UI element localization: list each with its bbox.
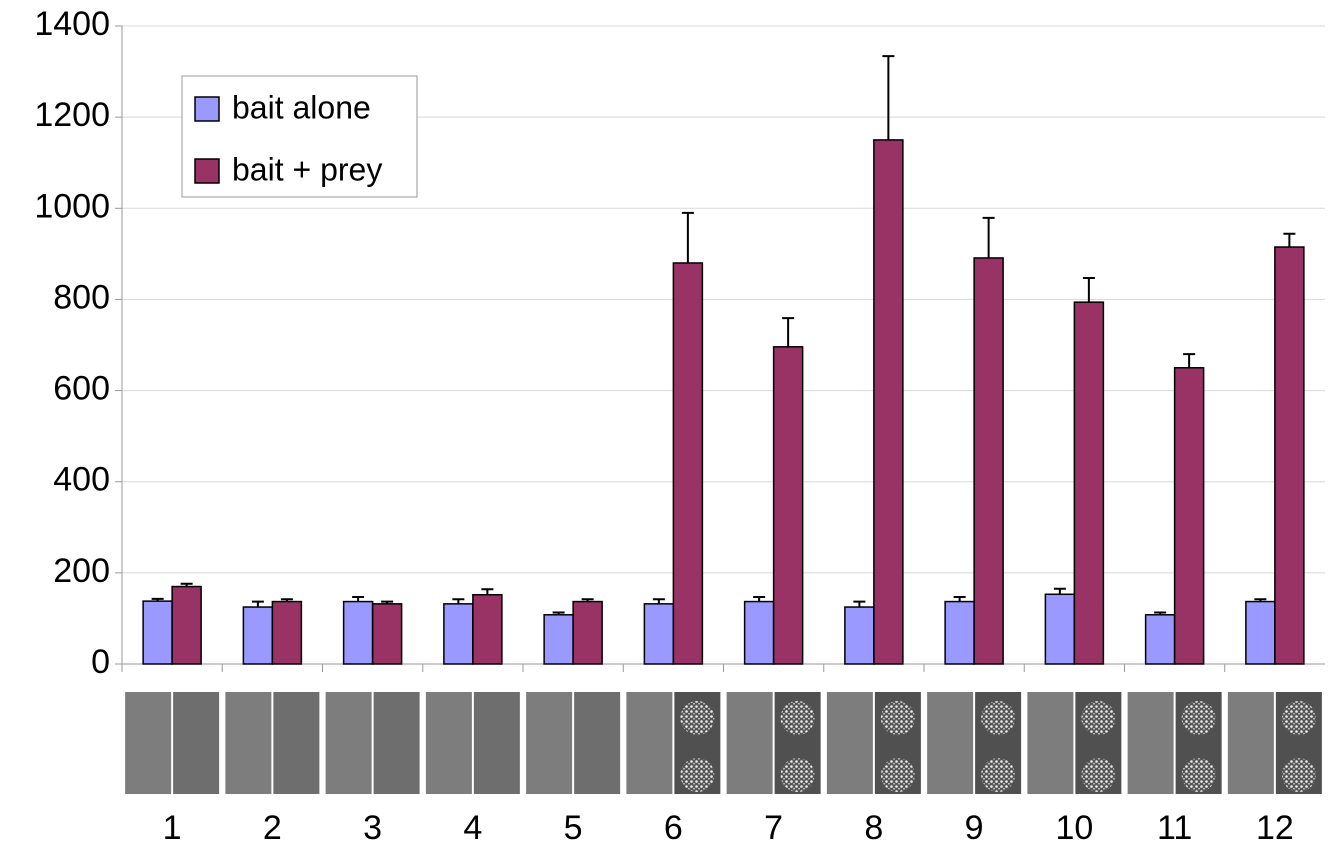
x-tick-label: 9 <box>965 809 984 846</box>
x-tick-label: 10 <box>1055 809 1093 846</box>
bar <box>544 615 573 664</box>
bar <box>845 607 874 664</box>
bar <box>143 601 172 664</box>
colony <box>1081 701 1115 735</box>
colony <box>680 701 714 735</box>
plate-left <box>326 692 372 794</box>
plate-left <box>727 692 773 794</box>
x-tick-label: 12 <box>1256 809 1294 846</box>
y-tick-label: 0 <box>91 643 110 681</box>
x-tick-label: 3 <box>363 809 382 846</box>
plate-right <box>474 692 520 794</box>
x-tick-label: 7 <box>764 809 783 846</box>
plate-right <box>273 692 319 794</box>
bar <box>1045 594 1074 664</box>
plate-left <box>125 692 171 794</box>
plate-left <box>426 692 472 794</box>
y-tick-label: 200 <box>53 552 110 590</box>
bar <box>344 602 373 664</box>
bar <box>272 602 301 664</box>
plate-right <box>173 692 219 794</box>
plate-left <box>526 692 572 794</box>
plate-left <box>1128 692 1174 794</box>
bar <box>673 263 702 664</box>
x-tick-label: 1 <box>163 809 182 846</box>
y-tick-label: 1400 <box>34 5 110 43</box>
bar <box>373 604 402 664</box>
colony <box>1081 758 1115 792</box>
bar <box>172 587 201 664</box>
colony <box>1282 701 1316 735</box>
error-bar <box>481 589 493 594</box>
plate-left <box>626 692 672 794</box>
bar <box>473 595 502 664</box>
x-tick-label: 5 <box>564 809 583 846</box>
error-bar <box>853 602 865 607</box>
plate-left <box>225 692 271 794</box>
colony <box>781 701 815 735</box>
bar <box>644 604 673 664</box>
error-bar <box>882 56 894 140</box>
bar <box>874 140 903 664</box>
bar <box>1246 602 1275 664</box>
colony <box>881 758 915 792</box>
colony <box>881 701 915 735</box>
bar <box>243 607 272 664</box>
colony <box>1182 701 1216 735</box>
colony <box>1182 758 1216 792</box>
bar <box>1146 615 1175 664</box>
error-bar <box>983 218 995 258</box>
colony <box>1282 758 1316 792</box>
y-tick-label: 600 <box>53 370 110 408</box>
legend-label: bait + prey <box>232 151 382 187</box>
colony <box>781 758 815 792</box>
error-bar <box>1183 354 1195 368</box>
y-tick-label: 800 <box>53 278 110 316</box>
x-tick-label: 4 <box>463 809 482 846</box>
plate-right <box>374 692 420 794</box>
bar <box>745 602 774 664</box>
colony <box>981 701 1015 735</box>
error-bar <box>1283 234 1295 247</box>
bar <box>774 347 803 664</box>
legend: bait alone bait + prey <box>182 76 417 197</box>
error-bar <box>782 318 794 347</box>
y-tick-label: 400 <box>53 461 110 499</box>
x-tick-label: 11 <box>1157 809 1192 846</box>
y-tick-label: 1200 <box>34 96 110 134</box>
legend-swatch <box>195 97 219 121</box>
plate-left <box>927 692 973 794</box>
x-tick-label: 2 <box>263 809 282 846</box>
bar <box>1074 302 1103 664</box>
bar <box>974 258 1003 664</box>
y-tick-label: 1000 <box>34 187 110 225</box>
bar <box>1275 247 1304 664</box>
colony <box>981 758 1015 792</box>
legend-label: bait alone <box>232 89 371 125</box>
x-tick-label: 8 <box>864 809 883 846</box>
legend-swatch <box>195 159 219 183</box>
plate-left <box>1027 692 1073 794</box>
error-bar <box>252 602 264 607</box>
plate-left <box>827 692 873 794</box>
bar <box>444 604 473 664</box>
error-bar <box>1083 278 1095 302</box>
chart: 0200400600800100012001400123456789101112… <box>0 0 1332 846</box>
colony <box>680 758 714 792</box>
bar <box>1175 368 1204 664</box>
x-tick-label: 6 <box>664 809 683 846</box>
error-bar <box>682 213 694 263</box>
plate-right <box>574 692 620 794</box>
bar <box>945 602 974 664</box>
plate-left <box>1228 692 1274 794</box>
bar <box>573 602 602 664</box>
error-bar <box>1054 589 1066 594</box>
